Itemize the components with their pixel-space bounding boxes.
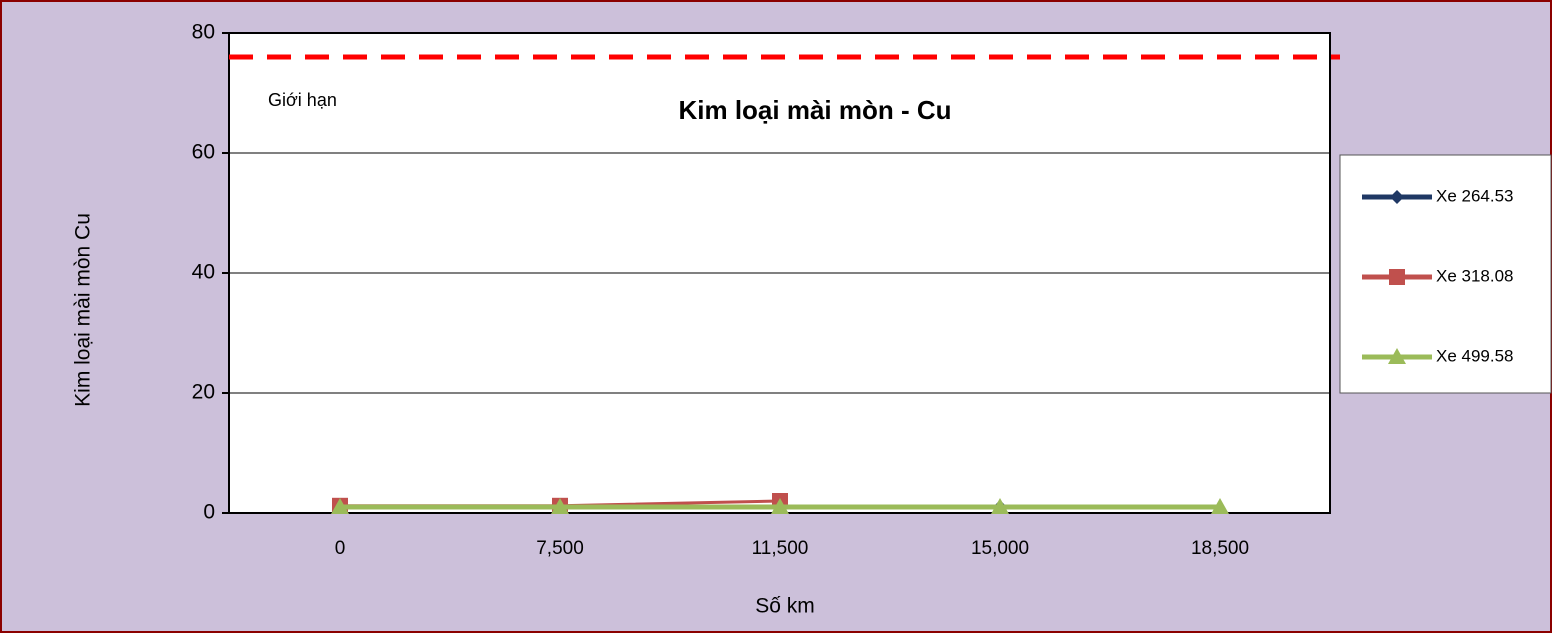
x-tick-label: 15,000 xyxy=(971,538,1029,559)
legend-label: Xe 499.58 xyxy=(1436,346,1514,365)
x-axis-label: Số km xyxy=(755,595,815,618)
data-point xyxy=(991,498,1009,514)
data-point xyxy=(331,498,349,514)
legend xyxy=(1339,154,1552,394)
legend-marker xyxy=(1389,269,1405,285)
legend-marker xyxy=(1390,190,1404,204)
y-tick-label: 40 xyxy=(192,261,215,284)
limit-label: Giới hạn xyxy=(268,90,337,110)
x-tick-label: 11,500 xyxy=(752,538,809,559)
data-point xyxy=(1211,498,1229,514)
chart-title: Kim loại mài mòn - Cu xyxy=(678,95,951,125)
legend-marker xyxy=(1388,348,1406,364)
y-tick-label: 80 xyxy=(192,21,215,44)
data-point xyxy=(771,498,789,514)
x-tick-label: 7,500 xyxy=(536,538,584,559)
x-tick-label: 18,500 xyxy=(1191,538,1249,559)
y-tick-label: 20 xyxy=(192,381,215,404)
legend-label: Xe 318.08 xyxy=(1436,266,1514,285)
legend-label: Xe 264.53 xyxy=(1436,186,1514,205)
y-tick-label: 60 xyxy=(192,141,215,164)
x-tick-label: 0 xyxy=(335,538,346,559)
y-tick-label: 0 xyxy=(203,501,215,524)
y-axis-label: Kim loại mài mòn Cu xyxy=(72,213,95,407)
data-point xyxy=(551,498,569,514)
